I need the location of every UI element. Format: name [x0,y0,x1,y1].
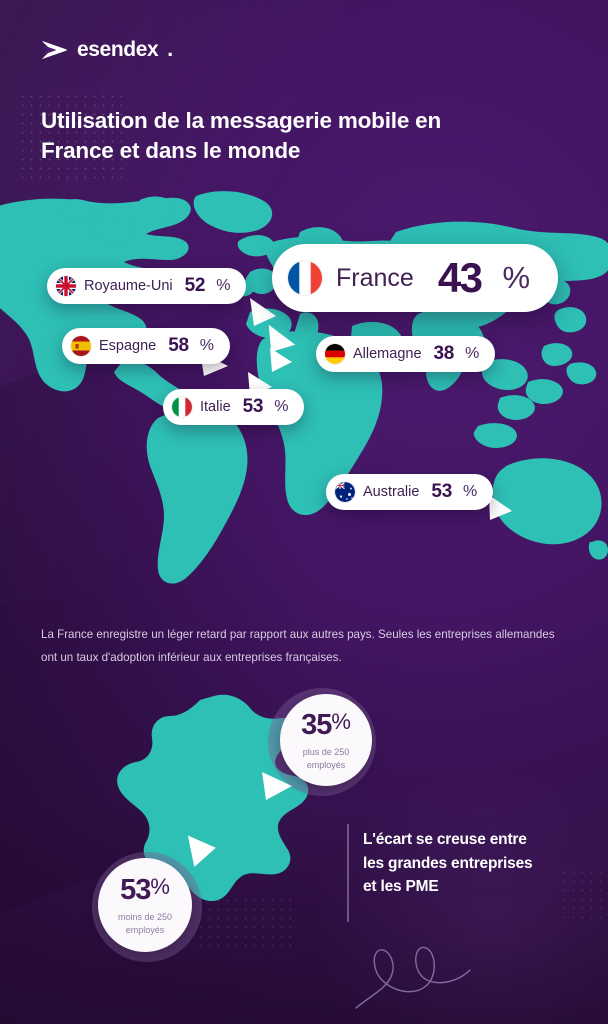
cta-text: L'écart se creuse entre les grandes entr… [363,831,533,896]
bubble-value: 35 [301,709,332,742]
stat-pill-percent-sign: % [199,337,215,354]
brand-logo[interactable]: esendex . [42,38,173,62]
dot-grid-pattern-bottom [196,896,292,954]
flag-australia-icon [335,482,355,502]
bubble-caption: moins de 250 employés [118,911,172,935]
cta-divider [347,824,349,922]
stat-pill-label: France [336,263,414,292]
bubble-value: 53 [120,874,151,907]
bubble-caption-line1: moins de 250 [117,912,173,923]
bubble-caption-line1: plus de 250 [302,747,350,758]
stat-pill-percent-sign: % [274,398,289,415]
flag-germany-icon [325,344,345,364]
brand-logo-trademark: . [167,38,174,61]
stat-pill-royaume-uni[interactable]: Royaume-Uni 52 % [47,268,247,304]
flag-spain-icon [71,336,91,356]
stat-pill-australie[interactable]: Australie 53 % [326,474,494,510]
flag-united-kingdom-icon [56,276,76,296]
stat-pill-italie[interactable]: Italie 53 % [163,389,305,425]
stat-pill-espagne[interactable]: Espagne 58 % [62,328,231,364]
brand-logo-text: esendex [77,38,159,61]
flag-france-icon [288,261,322,295]
bubble-caption: plus de 250 employés [301,746,351,770]
flag-italy-icon [172,397,192,417]
bubble-caption-line2: employés [306,759,346,770]
stat-pill-allemagne[interactable]: Allemagne 38 % [316,336,496,372]
stat-pill-label: Italie [200,399,231,415]
stat-pill-value: 58 [168,335,189,356]
stat-pill-value: 53 [431,481,452,502]
dot-grid-pattern-right [560,868,608,920]
stat-pill-label: Allemagne [353,346,422,362]
decorative-swirl [352,936,502,1016]
stat-pill-label: Espagne [99,338,157,354]
france-map-svg [117,694,309,902]
stat-pill-label: Royaume-Uni [84,278,173,294]
stat-bubble-large-companies[interactable]: 35% plus de 250 employés [268,688,376,796]
summary-paragraph: La France enregistre un léger retard par… [41,628,555,664]
france-map [96,690,356,940]
dot-grid-pattern-top [18,92,128,184]
stat-pill-value: 38 [433,343,455,364]
stat-pill-percent-sign: % [502,260,531,295]
bubble-value-row: 53% [118,876,172,905]
stat-bubble-small-companies[interactable]: 53% moins de 250 employés [92,852,202,962]
bubble-content: 35% plus de 250 employés [301,711,351,770]
bubble-content: 53% moins de 250 employés [118,876,172,935]
bubble-disc [280,694,372,786]
bubble-value-row: 35% [301,711,351,740]
bubble-disc [98,858,192,952]
stat-pill-france[interactable]: France 43 % [272,244,559,312]
swirl-icon [355,946,471,1009]
stat-pill-percent-sign: % [465,345,480,362]
bubble-caption-line2: employés [125,924,165,935]
page-title: Utilisation de la messagerie mobile en F… [41,108,442,163]
chevron-arrow-icon [42,41,67,59]
stat-pill-percent-sign: % [462,483,478,500]
bubble-percent-sign: % [331,709,351,735]
stat-pill-label: Australie [363,484,420,500]
stat-pill-value: 53 [242,396,264,417]
stat-pill-value: 43 [437,254,483,301]
bubble-percent-sign: % [150,874,170,900]
stat-pill-value: 52 [184,275,206,296]
stat-pill-percent-sign: % [216,277,231,294]
